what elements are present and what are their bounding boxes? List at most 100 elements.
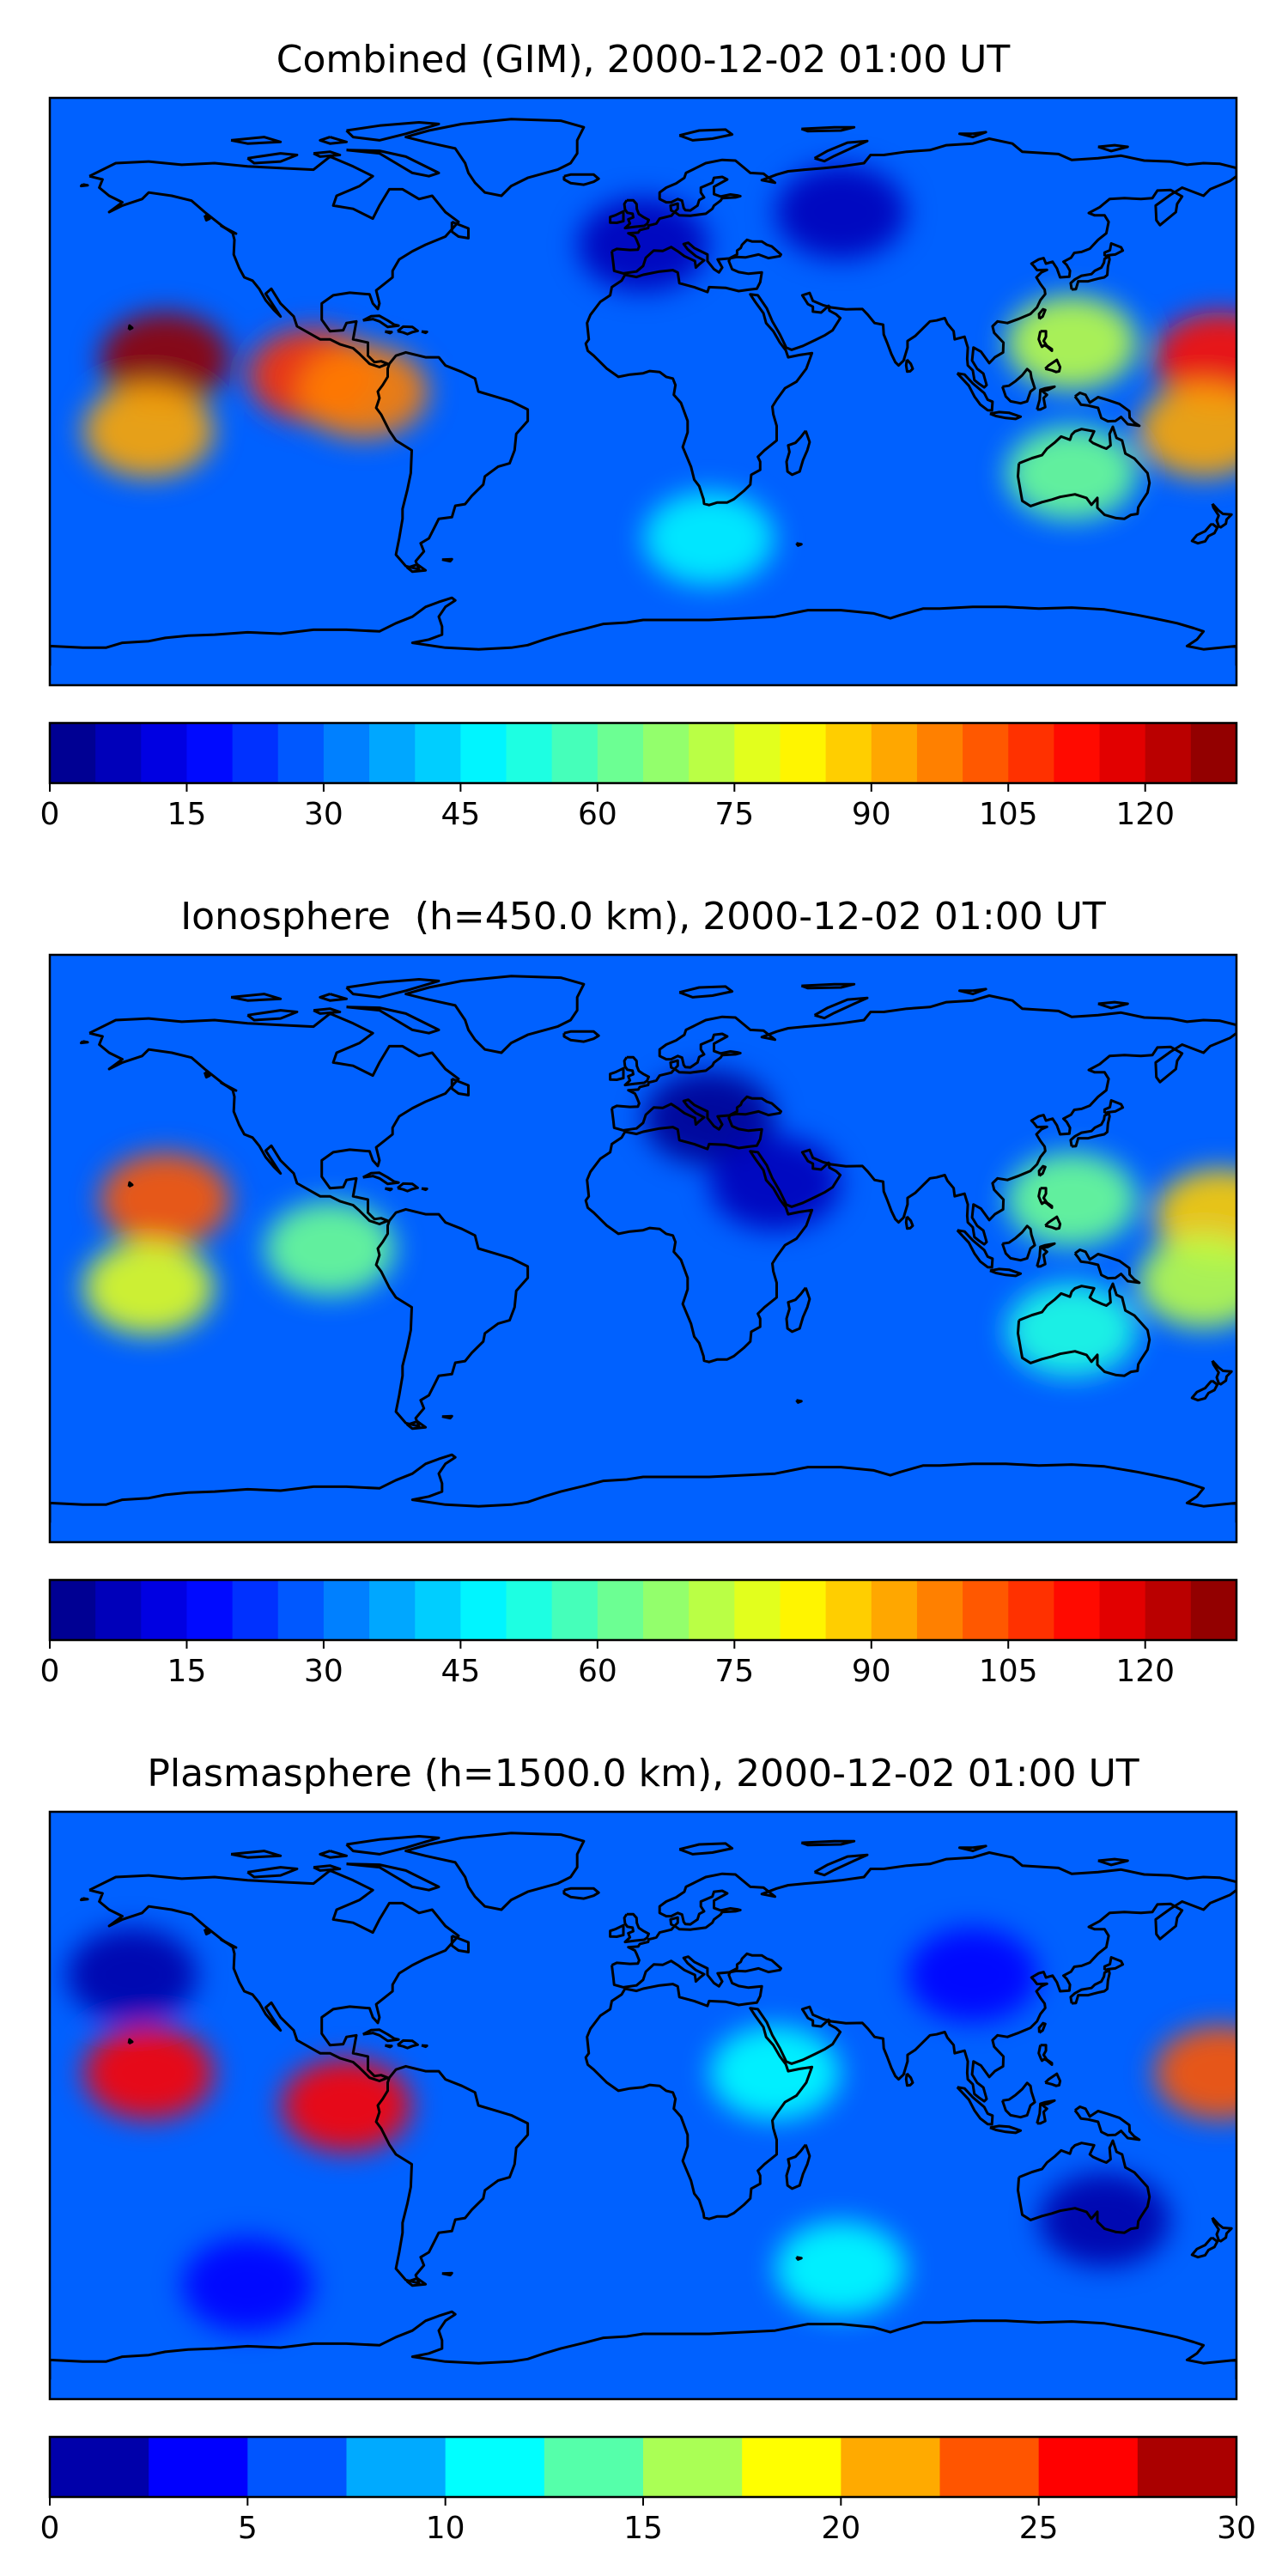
coastline <box>50 1453 1236 1523</box>
field-peak-8 <box>907 1928 1038 2022</box>
colorbar-bin <box>247 2437 348 2497</box>
coastline <box>374 350 530 571</box>
coastline <box>450 1935 470 1953</box>
colorbar-bin <box>369 1580 416 1640</box>
colorbar-bin <box>323 1580 370 1640</box>
colorbar-bin <box>50 2437 149 2497</box>
coastline <box>1097 143 1129 153</box>
coastline <box>1211 2216 1233 2243</box>
coastline <box>609 210 625 224</box>
colorbar-bin <box>95 1580 142 1640</box>
coastline <box>678 985 734 999</box>
colorbar-bin <box>277 1580 325 1640</box>
coastline <box>319 1850 348 1859</box>
colorbar-bin <box>1038 2437 1139 2497</box>
field-peak-5 <box>775 2221 907 2316</box>
coastline <box>800 1839 856 1847</box>
colorbar-bin <box>1145 723 1192 783</box>
coastline <box>1190 522 1219 545</box>
colorbar-2: 0 15 30 45 60 75 90 105 120 <box>40 1578 1238 1689</box>
colorbar-tick-label: 45 <box>440 797 480 832</box>
colorbar-tick-label: 0 <box>40 797 60 832</box>
colorbar-bin <box>141 1580 188 1640</box>
coastline <box>562 173 600 186</box>
coastline <box>800 125 856 133</box>
coastline <box>584 1851 1236 2221</box>
coastline <box>80 1897 89 1902</box>
coastline <box>246 1009 299 1022</box>
coastline <box>404 975 586 1054</box>
coastline <box>319 993 348 1002</box>
colorbar-bin <box>506 723 553 783</box>
coastline <box>785 2143 811 2190</box>
coastline <box>346 149 440 178</box>
colorbar-tick-label: 75 <box>714 1654 754 1689</box>
colorbar-tick-label: 105 <box>979 797 1038 832</box>
coastline <box>1037 1187 1054 1209</box>
coastline <box>956 2086 994 2126</box>
colorbar-bin <box>186 1580 234 1640</box>
colorbar-tick-label: 30 <box>304 797 343 832</box>
coastline <box>441 557 453 563</box>
coastline <box>319 136 348 145</box>
coastline <box>397 2038 419 2050</box>
coastline <box>384 2044 393 2049</box>
coastline <box>345 1835 440 1856</box>
coastlines-2 <box>50 975 1236 1523</box>
panel-1-title: Combined (GIM), 2000-12-02 01:00 UT <box>276 38 1011 82</box>
colorbar-bin <box>506 1580 553 1640</box>
colorbar-bin <box>1190 1580 1237 1640</box>
coastline <box>88 1868 460 2082</box>
coastline <box>421 2044 428 2049</box>
coastline <box>1073 2105 1141 2142</box>
colorbar-bin <box>643 723 690 783</box>
colorbar-bin <box>939 2437 1040 2497</box>
colorbar-tick-label: 0 <box>40 2511 60 2546</box>
coastline <box>1103 242 1125 258</box>
coastline <box>362 1171 400 1186</box>
colorbar-1: 0 15 30 45 60 75 90 105 120 <box>40 721 1238 832</box>
coastline <box>1017 2139 1151 2234</box>
coastline <box>374 2064 530 2285</box>
colorbar-tick-label: 20 <box>821 2511 860 2546</box>
coastline <box>1190 1379 1219 1402</box>
coastline <box>421 330 428 335</box>
field-peak-5 <box>1138 1234 1236 1328</box>
coastline <box>1103 1099 1125 1115</box>
coastline <box>1017 1282 1151 1377</box>
field-peak-7 <box>1006 295 1138 390</box>
colorbar-frame <box>48 1578 1238 1642</box>
colorbar-bin <box>780 723 827 783</box>
coastline <box>127 2038 134 2045</box>
map-panel-1 <box>48 96 1238 687</box>
coastline <box>956 1229 994 1269</box>
coastline <box>397 1182 419 1193</box>
colorbar-tick-label: 90 <box>852 1654 891 1689</box>
coastline <box>609 1066 625 1081</box>
colorbar-bin <box>1137 2437 1237 2497</box>
field-background <box>50 955 1236 1542</box>
field-peak-9 <box>643 491 775 586</box>
coastlines-3 <box>50 1832 1236 2380</box>
coastline <box>795 1399 803 1404</box>
coastline <box>345 121 440 142</box>
colorbar-bin <box>415 1580 461 1640</box>
coastline <box>203 1071 211 1078</box>
colorbar-tick-label: 25 <box>1019 2511 1059 2546</box>
field-peak-11 <box>775 165 907 259</box>
colorbar-bin <box>460 1580 507 1640</box>
field-peak-4 <box>709 2026 841 2120</box>
colorbar-bin <box>50 723 96 783</box>
coastline <box>313 1007 342 1015</box>
coastline <box>1211 1359 1233 1386</box>
coastline <box>1044 2072 1062 2087</box>
colorbar-tick-label: 15 <box>167 797 207 832</box>
map-panel-3 <box>48 1810 1238 2401</box>
coastline <box>362 2028 400 2043</box>
field-3 <box>50 1812 1236 2399</box>
coastline <box>441 1414 453 1420</box>
coastline <box>1211 502 1233 529</box>
coastline <box>230 136 283 145</box>
coastline <box>813 1853 869 1877</box>
coastline <box>346 1005 440 1035</box>
